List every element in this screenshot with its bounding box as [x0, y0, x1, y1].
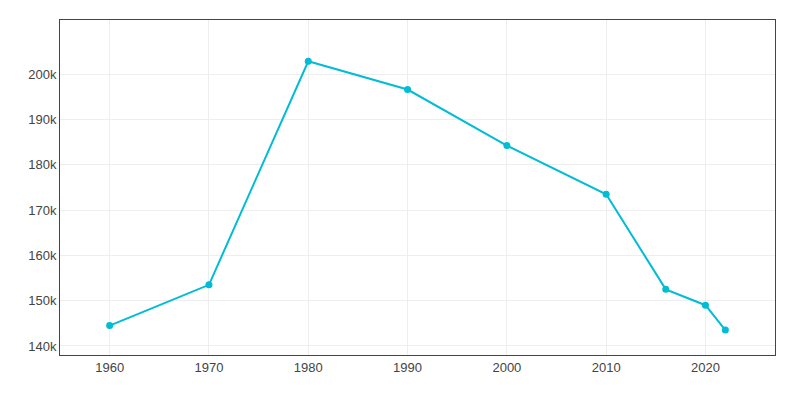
- svg-text:140k: 140k: [28, 339, 57, 354]
- svg-text:1980: 1980: [294, 360, 323, 375]
- svg-text:150k: 150k: [28, 293, 57, 308]
- svg-text:2000: 2000: [492, 360, 521, 375]
- svg-text:2020: 2020: [691, 360, 720, 375]
- svg-text:1970: 1970: [194, 360, 223, 375]
- svg-text:200k: 200k: [28, 67, 57, 82]
- svg-text:170k: 170k: [28, 203, 57, 218]
- svg-text:160k: 160k: [28, 248, 57, 263]
- svg-text:1960: 1960: [95, 360, 124, 375]
- svg-text:2010: 2010: [592, 360, 621, 375]
- svg-text:180k: 180k: [28, 157, 57, 172]
- svg-text:190k: 190k: [28, 112, 57, 127]
- svg-text:1990: 1990: [393, 360, 422, 375]
